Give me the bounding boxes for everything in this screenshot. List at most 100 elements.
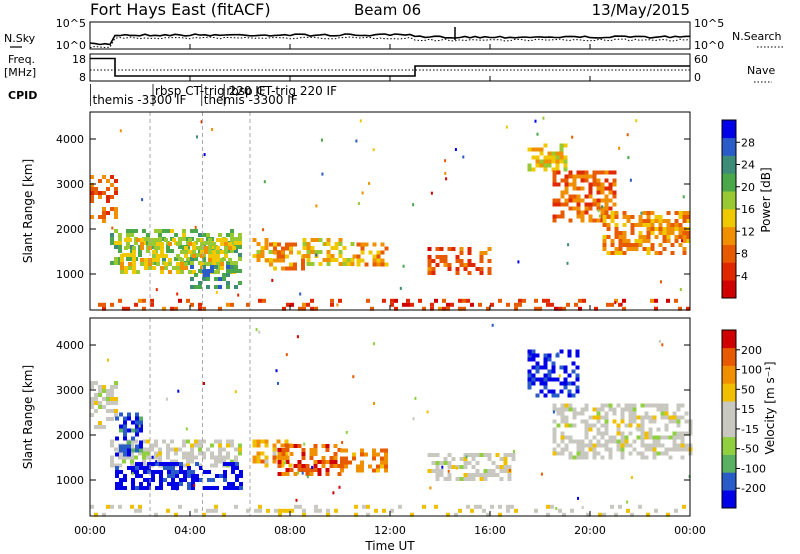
- heatmap-cell: [226, 233, 230, 237]
- heatmap-cell: [166, 508, 170, 513]
- heatmap-cell: [366, 298, 370, 303]
- heatmap-cell: [684, 411, 689, 416]
- heatmap-cell: [176, 254, 180, 258]
- heatmap-cell: [325, 460, 330, 464]
- heatmap-cell: [427, 469, 432, 473]
- heatmap-cell: [276, 439, 281, 444]
- heatmap-cell: [151, 462, 155, 466]
- heatmap-cell: [466, 298, 470, 303]
- heatmap-cell: [326, 508, 330, 513]
- heatmap-cell: [135, 428, 139, 433]
- heatmap-cell: [632, 415, 637, 420]
- heatmap-cell: [644, 431, 649, 436]
- heatmap-cell: [535, 159, 540, 164]
- heatmap-cell: [160, 270, 164, 274]
- heatmap-cell: [427, 267, 432, 271]
- heatmap-cell: [664, 451, 669, 456]
- heatmap-cell: [503, 465, 508, 469]
- heatmap-cell: [571, 369, 576, 374]
- heatmap-cell: [230, 269, 234, 273]
- heatmap-cell: [596, 206, 601, 211]
- heatmap-cell: [222, 455, 226, 460]
- heatmap-cell: [543, 385, 548, 390]
- heatmap-cell: [301, 456, 306, 460]
- heatmap-cell: [193, 483, 196, 487]
- heatmap-cell: [186, 439, 190, 444]
- heatmap-cell: [281, 456, 286, 460]
- heatmap-cell: [384, 468, 388, 473]
- heatmap-cell: [660, 403, 665, 408]
- heatmap-cell: [686, 239, 691, 243]
- heatmap-cell: [118, 463, 122, 468]
- heatmap-cell: [134, 439, 138, 444]
- heatmap-cell: [680, 415, 685, 420]
- heatmap-cell: [260, 250, 265, 254]
- heatmap-cell: [441, 465, 444, 469]
- heatmap-cell: [238, 233, 242, 237]
- heatmap-cell: [123, 432, 127, 437]
- heatmap-cell: [215, 486, 219, 490]
- heatmap-cell: [190, 261, 194, 265]
- heatmap-cell: [628, 423, 633, 428]
- heatmap-cell: [132, 266, 136, 270]
- heatmap-cell: [552, 178, 557, 183]
- heatmap-cell: [486, 512, 490, 517]
- heatmap-cell: [234, 447, 238, 452]
- heatmap-cell: [134, 241, 138, 245]
- heatmap-cell: [326, 242, 331, 246]
- heatmap-cell: [325, 448, 330, 452]
- heatmap-cell: [551, 151, 556, 156]
- heatmap-cell: [142, 306, 146, 311]
- heatmap-cell: [123, 436, 127, 441]
- heatmap-cell: [226, 261, 230, 265]
- heatmap-cell: [167, 466, 171, 470]
- heatmap-cell: [264, 246, 269, 250]
- heatmap-cell: [539, 147, 544, 152]
- heatmap-cell: [368, 250, 373, 255]
- colorbar-swatch: [722, 137, 736, 156]
- heatmap-cell: [106, 187, 110, 191]
- heatmap-cell: [123, 420, 127, 425]
- heatmap-cell: [226, 265, 230, 269]
- heatmap-cell: [254, 508, 258, 513]
- x-tick-label: 08:00: [274, 524, 306, 537]
- heatmap-cell: [672, 415, 677, 420]
- heatmap-cell: [219, 474, 223, 478]
- heatmap-cell: [220, 250, 224, 254]
- heatmap-cell: [208, 242, 212, 246]
- heatmap-cell: [626, 215, 631, 219]
- heatmap-cell: [451, 465, 456, 469]
- heatmap-cell: [580, 419, 585, 424]
- heatmap-cell: [277, 254, 281, 259]
- heatmap-cell: [511, 453, 516, 457]
- heatmap-cell: [458, 306, 462, 311]
- heatmap-cell: [175, 482, 179, 486]
- heatmap-cell: [178, 237, 182, 241]
- heatmap-cell: [604, 423, 609, 428]
- heatmap-cell: [110, 175, 114, 179]
- heatmap-cell: [203, 153, 206, 157]
- heatmap-cell: [238, 269, 242, 273]
- heatmap-cell: [313, 460, 318, 464]
- heatmap-cell: [479, 477, 484, 481]
- heatmap-cell: [580, 455, 585, 460]
- heatmap-cell: [467, 271, 472, 275]
- heatmap-cell: [614, 215, 619, 219]
- heatmap-cell: [310, 298, 314, 303]
- heatmap-cell: [564, 423, 569, 428]
- heatmap-cell: [118, 249, 122, 253]
- heatmap-cell: [94, 393, 98, 397]
- heatmap-cell: [471, 263, 476, 267]
- heatmap-cell: [332, 491, 335, 495]
- heatmap-cell: [127, 444, 131, 449]
- heatmap-cell: [139, 482, 143, 486]
- heatmap-cell: [600, 206, 605, 211]
- heatmap-cell: [483, 477, 488, 481]
- heatmap-cell: [119, 424, 123, 429]
- heatmap-cell: [198, 285, 202, 289]
- heatmap-cell: [90, 195, 94, 199]
- heatmap-cell: [568, 435, 573, 440]
- heatmap-cell: [682, 195, 685, 199]
- heatmap-cell: [271, 278, 274, 282]
- heatmap-cell: [479, 473, 484, 477]
